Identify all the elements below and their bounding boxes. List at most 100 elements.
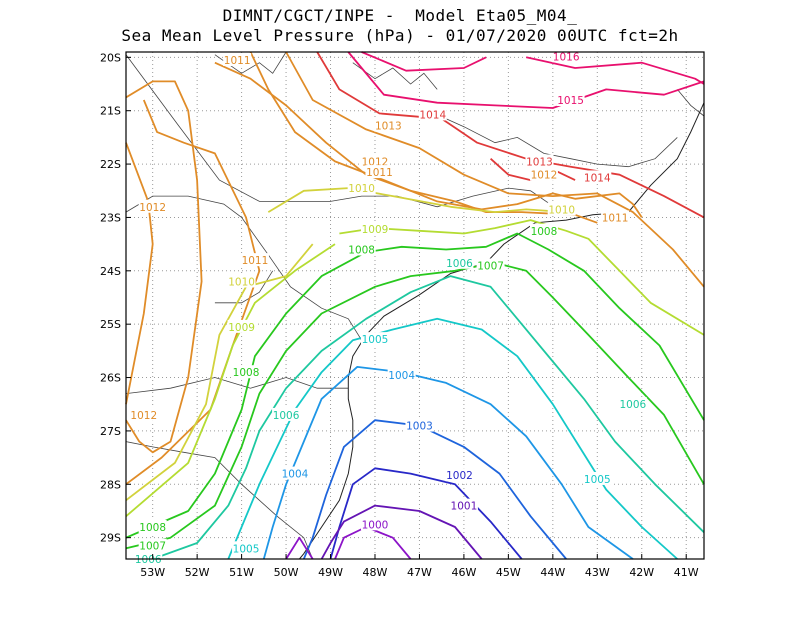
state-border-line: [352, 62, 438, 90]
contour-label-bg: [525, 154, 554, 168]
contour-label-1013: 1013: [375, 121, 402, 133]
contour-label-1007: 1007: [139, 541, 166, 553]
contour-label-1006: 1006: [446, 258, 473, 270]
isobar-1009: [339, 219, 705, 336]
y-tick-label: 20S: [100, 51, 121, 64]
isobar-1007: [125, 261, 705, 550]
state-border-line: [125, 377, 349, 394]
contour-label-bg: [360, 517, 389, 531]
x-tick-label: 42W: [629, 566, 654, 579]
x-tick-label: 41W: [674, 566, 699, 579]
contour-label-bg: [529, 223, 558, 237]
contour-label-bg: [449, 498, 478, 512]
contour-label-bg: [280, 466, 309, 480]
contour-label-bg: [223, 53, 252, 67]
title-line-1: DIMNT/CGCT/INPE - Model Eta05_M04_: [222, 6, 578, 25]
y-tick-label: 23S: [100, 211, 121, 224]
contour-label-1010: 1010: [228, 276, 255, 288]
y-tick-label: 22S: [100, 158, 121, 171]
contour-label-bg: [232, 541, 261, 555]
contour-label-bg: [360, 154, 389, 168]
y-tick-label: 29S: [100, 532, 121, 545]
isobar-1012: [125, 142, 154, 405]
contour-label-bg: [583, 471, 612, 485]
state-border-line: [428, 110, 678, 168]
state-border-line: [125, 195, 362, 341]
contour-label-bg: [445, 468, 474, 482]
y-tick-label: 25S: [100, 318, 121, 331]
contour-label-bg: [347, 181, 376, 195]
contour-label-1014: 1014: [419, 109, 446, 121]
contour-label-1004: 1004: [282, 469, 309, 481]
contour-label-1011: 1011: [602, 212, 629, 224]
isobar-1012: [125, 80, 203, 454]
contour-label-1013: 1013: [526, 156, 553, 168]
contour-label-bg: [387, 367, 416, 381]
isobar-1014: [316, 51, 705, 219]
contour-label-1000: 1000: [362, 519, 389, 531]
contour-label-1010: 1010: [348, 183, 375, 195]
contour-label-1011: 1011: [366, 167, 393, 179]
contour-label-bg: [272, 407, 301, 421]
contour-label-bg: [227, 274, 256, 288]
y-tick-label: 21S: [100, 105, 121, 118]
contour-label-1012: 1012: [130, 410, 157, 422]
contour-label-1015: 1015: [557, 95, 584, 107]
isobar-1010: [125, 243, 314, 502]
plot-frame: [125, 51, 705, 560]
contour-label-1005: 1005: [233, 543, 260, 555]
contour-label-1009: 1009: [228, 322, 255, 334]
contour-label-bg: [583, 170, 612, 184]
isobar-1012: [249, 51, 643, 218]
x-tick-label: 51W: [229, 566, 254, 579]
contour-label-1009: 1009: [362, 224, 389, 236]
x-tick-label: 52W: [185, 566, 210, 579]
isobar-1013: [285, 51, 705, 288]
contour-label-1004: 1004: [388, 370, 415, 382]
contour-label-1003: 1003: [406, 421, 433, 433]
contour-label-bg: [360, 332, 389, 346]
contour-labels: 1016101510141014101310131012101210121012…: [129, 49, 647, 566]
isobar-1010: [267, 187, 567, 213]
contour-label-1008: 1008: [531, 226, 558, 238]
contour-label-1011: 1011: [224, 55, 251, 67]
isobar-1005: [227, 317, 678, 560]
isobar-1006: [152, 275, 705, 560]
contour-label-1008: 1008: [139, 522, 166, 534]
y-tick-label: 28S: [100, 478, 121, 491]
title-line-2: Sea Mean Level Pressure (hPa) - 01/07/20…: [121, 26, 679, 45]
contour-label-bg: [601, 210, 630, 224]
contour-label-1005: 1005: [584, 474, 611, 486]
isobar-1011: [214, 61, 598, 224]
contour-label-1012: 1012: [139, 202, 166, 214]
contour-label-1006: 1006: [135, 554, 162, 566]
contour-label-bg: [232, 365, 261, 379]
contour-label-bg: [240, 253, 269, 267]
contour-label-1006: 1006: [619, 399, 646, 411]
contour-label-1008: 1008: [348, 244, 375, 256]
y-tick-label: 24S: [100, 265, 121, 278]
contour-label-bg: [347, 242, 376, 256]
isobar-1008: [125, 232, 705, 539]
isobar-1016: [361, 51, 487, 72]
contour-label-bg: [129, 407, 158, 421]
contour-label-bg: [138, 199, 167, 213]
contour-label-1011: 1011: [242, 255, 269, 267]
graticule-grid: [126, 52, 704, 559]
isobar-1000: [285, 536, 314, 560]
isobar-1001: [320, 504, 483, 560]
contour-label-1008: 1008: [233, 367, 260, 379]
x-tick-label: 45W: [496, 566, 521, 579]
contour-label-1010: 1010: [548, 204, 575, 216]
x-tick-label: 47W: [407, 566, 432, 579]
coastline: [299, 102, 705, 560]
contour-label-bg: [227, 319, 256, 333]
contour-label-1006: 1006: [273, 410, 300, 422]
isobar-1015: [347, 51, 705, 109]
contour-label-bg: [476, 258, 505, 272]
contour-label-bg: [618, 397, 647, 411]
contour-label-bg: [529, 167, 558, 181]
pressure-contours: [125, 51, 705, 560]
